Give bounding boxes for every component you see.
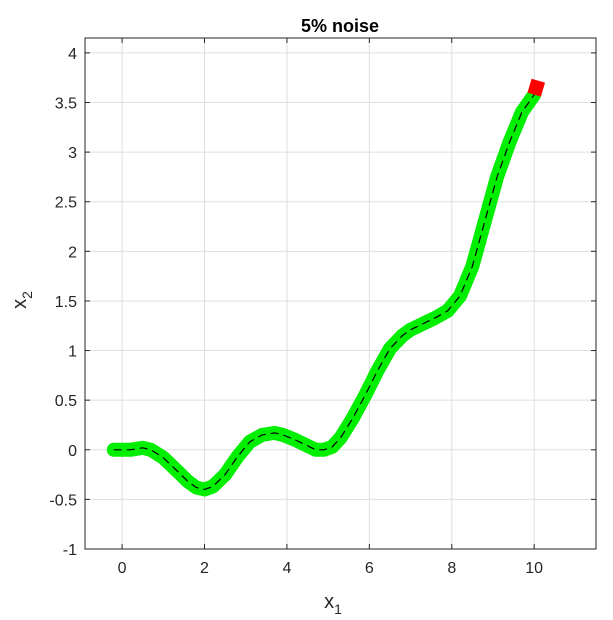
- y-axis-ticks: -1 -0.5 0 0.5 1 1.5 2 2.5 3 3.5 4: [49, 46, 596, 559]
- y-tick-label: -1: [63, 542, 77, 559]
- x-tick-label: 8: [447, 560, 456, 577]
- x-axis-label: x1: [324, 591, 342, 617]
- dashed-reference-line: [113, 94, 535, 491]
- y-tick-label: 1.5: [55, 294, 77, 311]
- y-tick-label: 2: [68, 244, 77, 261]
- y-tick-label: 4: [68, 46, 77, 63]
- y-tick-label: -0.5: [49, 492, 77, 509]
- y-axis-label: x2: [9, 291, 35, 309]
- x-tick-label: 6: [365, 560, 374, 577]
- x-tick-label: 4: [282, 560, 291, 577]
- y-tick-label: 2.5: [55, 195, 77, 212]
- x-tick-label: 0: [118, 560, 127, 577]
- grid: [85, 38, 596, 550]
- axes-box: [84, 37, 597, 550]
- x-axis-ticks: 0 2 4 6 8 10: [118, 38, 543, 577]
- x-tick-label: 2: [200, 560, 209, 577]
- y-tick-label: 0: [68, 443, 77, 460]
- y-tick-label: 1: [68, 344, 77, 361]
- chart-title: 5% noise: [301, 16, 379, 36]
- y-tick-label: 0.5: [55, 393, 77, 410]
- red-end-segment: [527, 78, 546, 97]
- x-tick-label: 10: [525, 560, 543, 577]
- series-layer: [106, 78, 546, 497]
- y-tick-label: 3.5: [55, 95, 77, 112]
- y-tick-label: 3: [68, 145, 77, 162]
